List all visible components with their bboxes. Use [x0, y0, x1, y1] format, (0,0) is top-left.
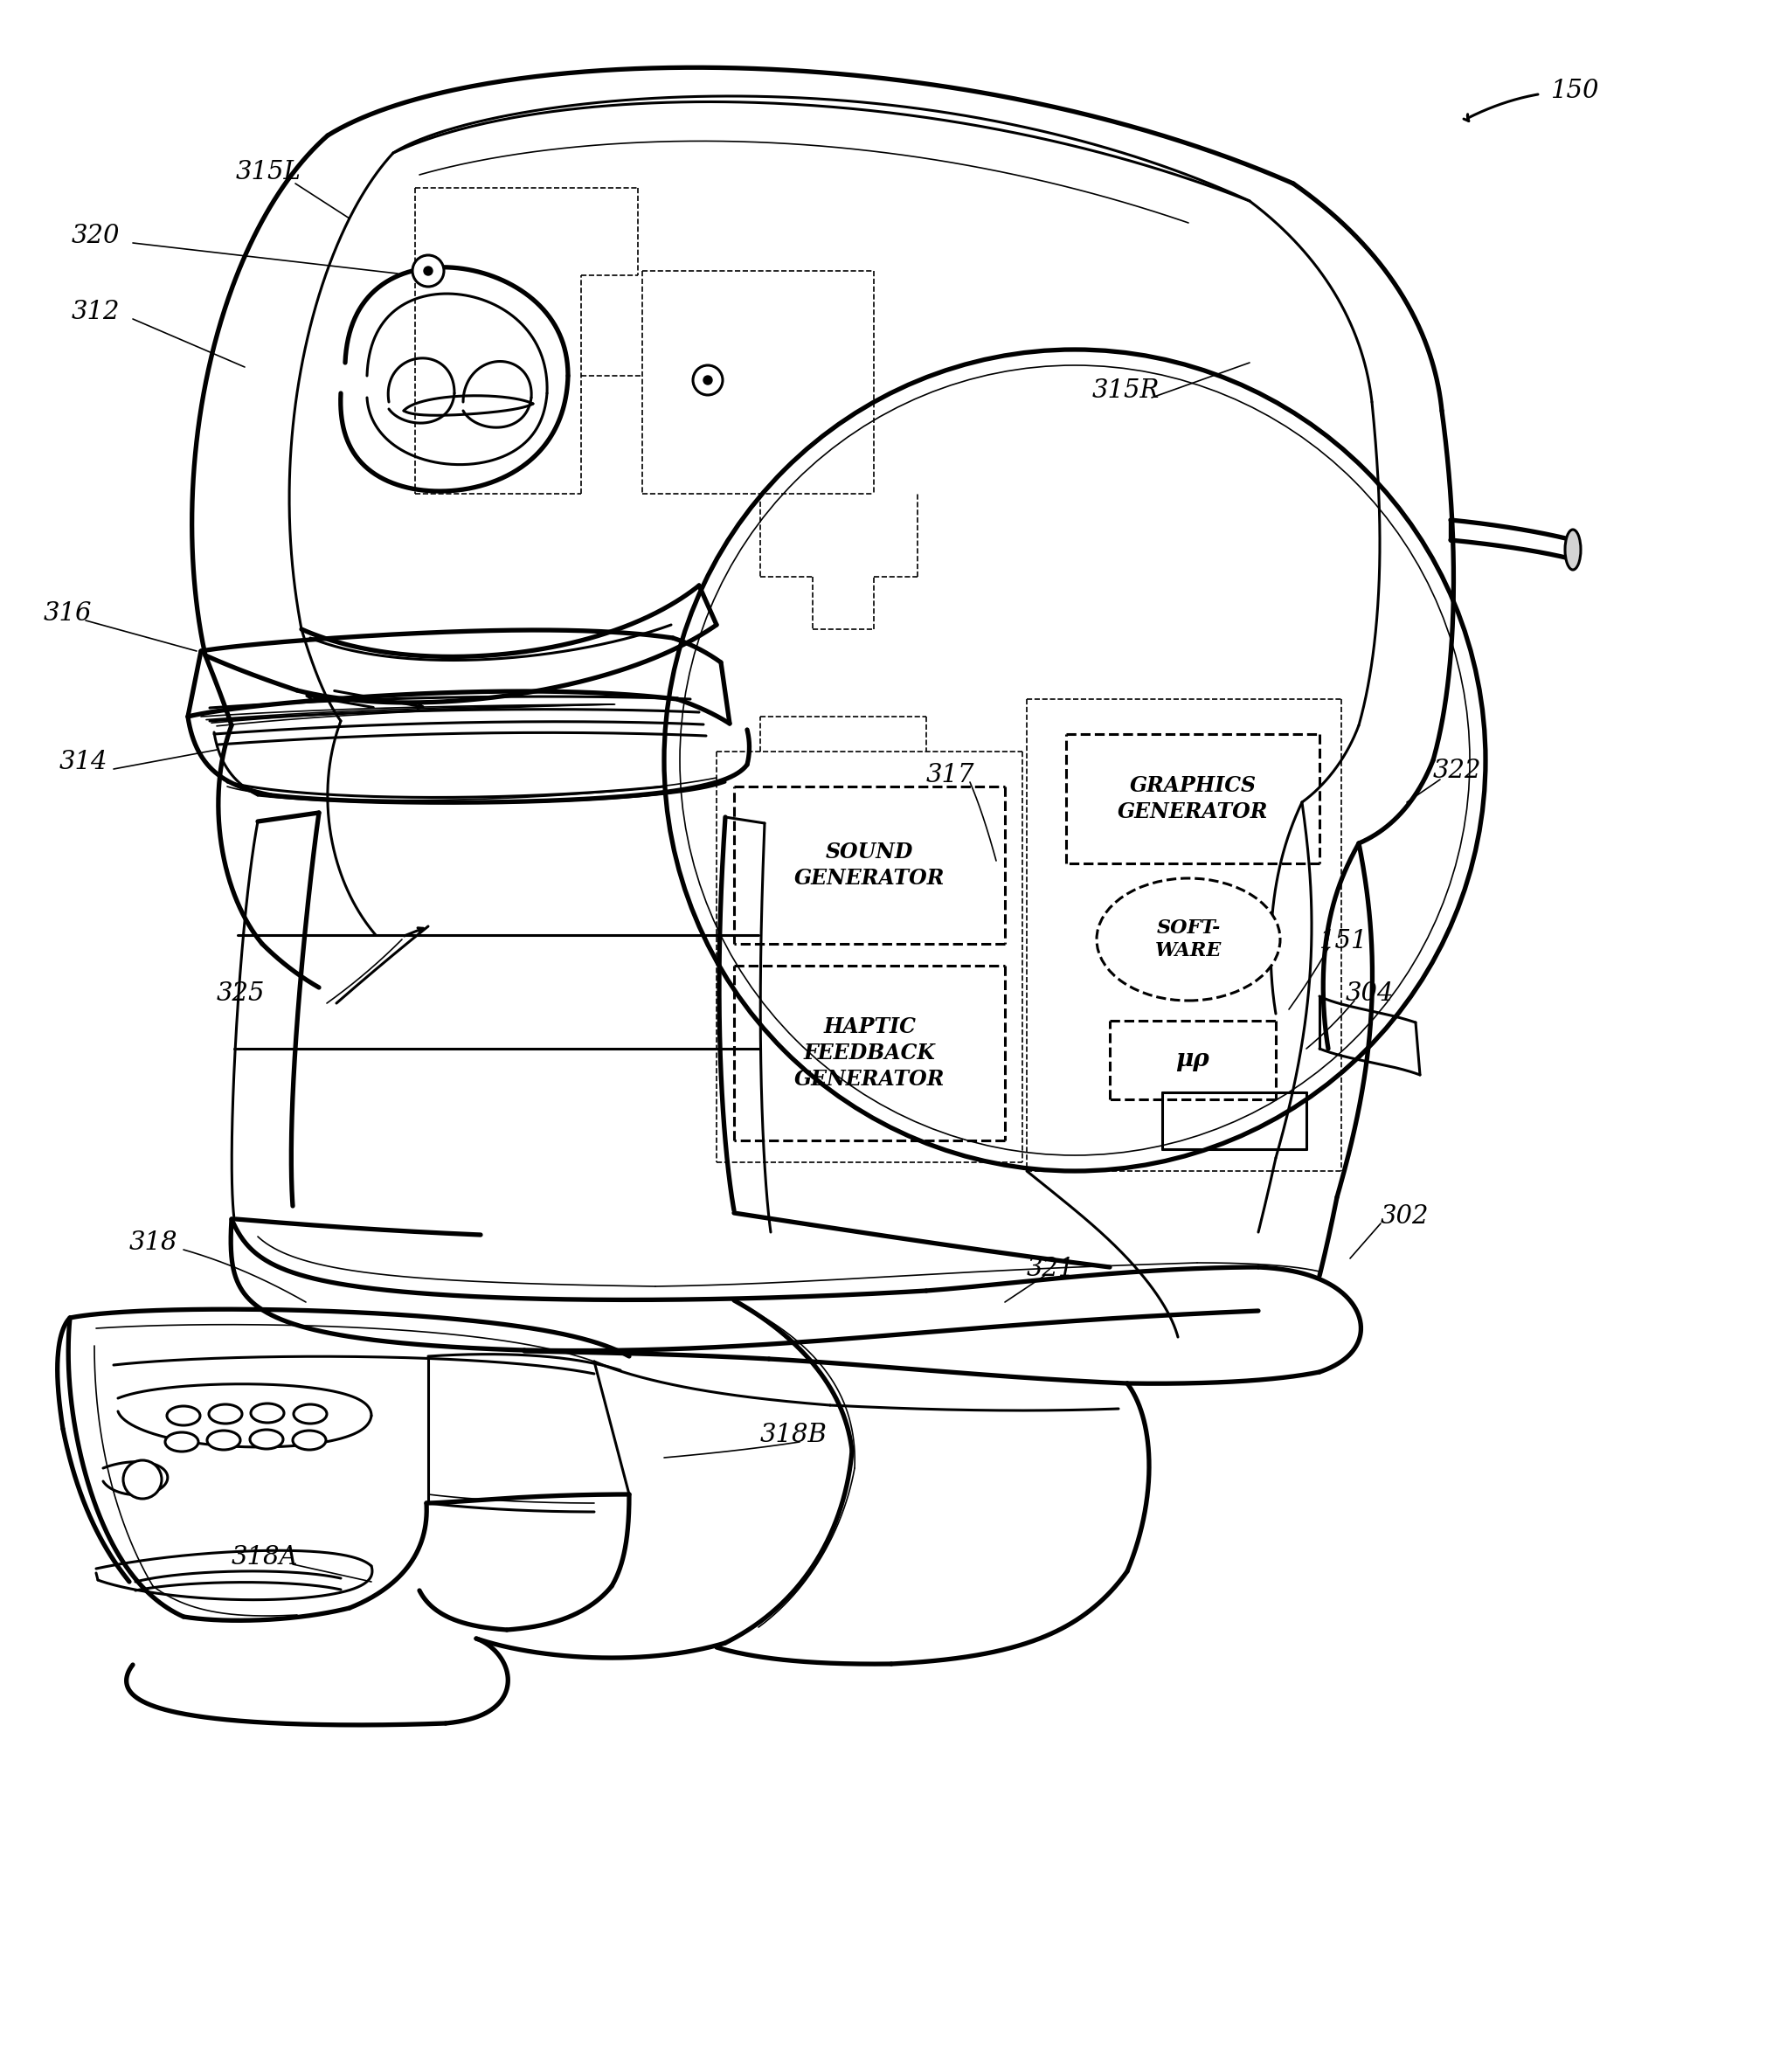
Text: GRAPHICS
GENERATOR: GRAPHICS GENERATOR [1117, 775, 1268, 823]
Text: 322: 322 [1433, 758, 1482, 783]
Ellipse shape [167, 1407, 200, 1426]
Circle shape [704, 375, 713, 385]
Circle shape [424, 267, 433, 276]
Text: 318A: 318A [232, 1546, 298, 1569]
Text: 325: 325 [216, 982, 266, 1005]
Ellipse shape [250, 1403, 284, 1423]
Circle shape [413, 255, 443, 286]
Circle shape [122, 1461, 161, 1498]
Text: 314: 314 [60, 750, 108, 775]
Ellipse shape [207, 1430, 241, 1450]
Text: 304: 304 [1346, 982, 1394, 1005]
Text: HAPTIC
FEEDBACK
GENERATOR: HAPTIC FEEDBACK GENERATOR [794, 1017, 945, 1090]
Text: 312: 312 [71, 300, 121, 323]
Text: 316: 316 [44, 601, 92, 626]
Text: 318: 318 [129, 1231, 177, 1256]
Ellipse shape [1566, 530, 1582, 570]
Text: 315L: 315L [236, 160, 301, 184]
Text: 151: 151 [1319, 928, 1369, 953]
Ellipse shape [209, 1405, 243, 1423]
Text: 302: 302 [1381, 1204, 1429, 1229]
Text: 150: 150 [1551, 79, 1599, 104]
Text: μρ: μρ [1175, 1048, 1209, 1071]
Ellipse shape [293, 1430, 326, 1450]
Ellipse shape [1097, 879, 1280, 1001]
Text: SOUND
GENERATOR: SOUND GENERATOR [794, 841, 945, 889]
Text: 320: 320 [71, 224, 121, 249]
Text: 318B: 318B [761, 1423, 828, 1446]
Text: SOFT-
WARE: SOFT- WARE [1154, 918, 1222, 959]
Ellipse shape [250, 1430, 284, 1448]
Text: 321: 321 [1027, 1256, 1074, 1280]
Text: 317: 317 [926, 762, 975, 787]
Ellipse shape [165, 1432, 199, 1452]
Ellipse shape [294, 1405, 326, 1423]
Text: 315R: 315R [1092, 379, 1160, 402]
Circle shape [693, 365, 723, 396]
